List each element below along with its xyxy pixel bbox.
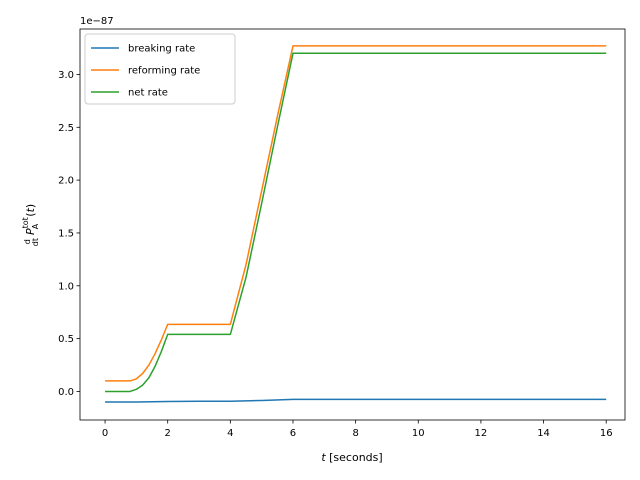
plot-frame <box>79 28 626 421</box>
svg-text:ddtPtotA(t): ddtPtotA(t) <box>21 204 40 246</box>
series-line-breaking-rate <box>105 398 607 403</box>
x-tick-label: 8 <box>352 428 358 439</box>
legend-box <box>84 33 236 105</box>
x-tick-label: 16 <box>600 428 613 439</box>
x-tick-label: 2 <box>165 428 171 439</box>
x-tick-label: 0 <box>102 428 108 439</box>
legend-label: net rate <box>128 88 168 99</box>
y-tick-label: 0.0 <box>58 387 74 398</box>
x-tick-label: 10 <box>412 428 425 439</box>
series-line-reforming-rate <box>105 45 607 382</box>
x-tick-label: 14 <box>537 428 550 439</box>
y-axis-label: ddtPtotA(t) <box>21 204 40 246</box>
series-lines <box>105 45 607 403</box>
x-axis-label: t [seconds] <box>321 451 382 464</box>
x-tick-label: 12 <box>475 428 488 439</box>
y-tick-label: 1.0 <box>58 281 74 292</box>
legend-label: reforming rate <box>128 66 200 77</box>
legend: breaking rate reforming rate net rate <box>84 33 236 105</box>
legend-label: breaking rate <box>128 44 195 55</box>
series-line-net-rate <box>105 52 607 393</box>
y-tick-label: 0.5 <box>58 334 74 345</box>
y-tick-label: 2.0 <box>58 176 74 187</box>
y-tick-label: 1.5 <box>58 228 74 239</box>
x-tick-label: 4 <box>227 428 233 439</box>
y-tick-label: 2.5 <box>58 123 74 134</box>
y-tick-label: 3.0 <box>58 70 74 81</box>
axis-ticks: 0 2 4 6 8 10 12 14 16 0.0 0.5 1.0 1.5 2.0 2.5 3.0 <box>58 70 612 439</box>
y-offset-label: 1e−87 <box>80 16 114 27</box>
x-tick-label: 6 <box>290 428 296 439</box>
